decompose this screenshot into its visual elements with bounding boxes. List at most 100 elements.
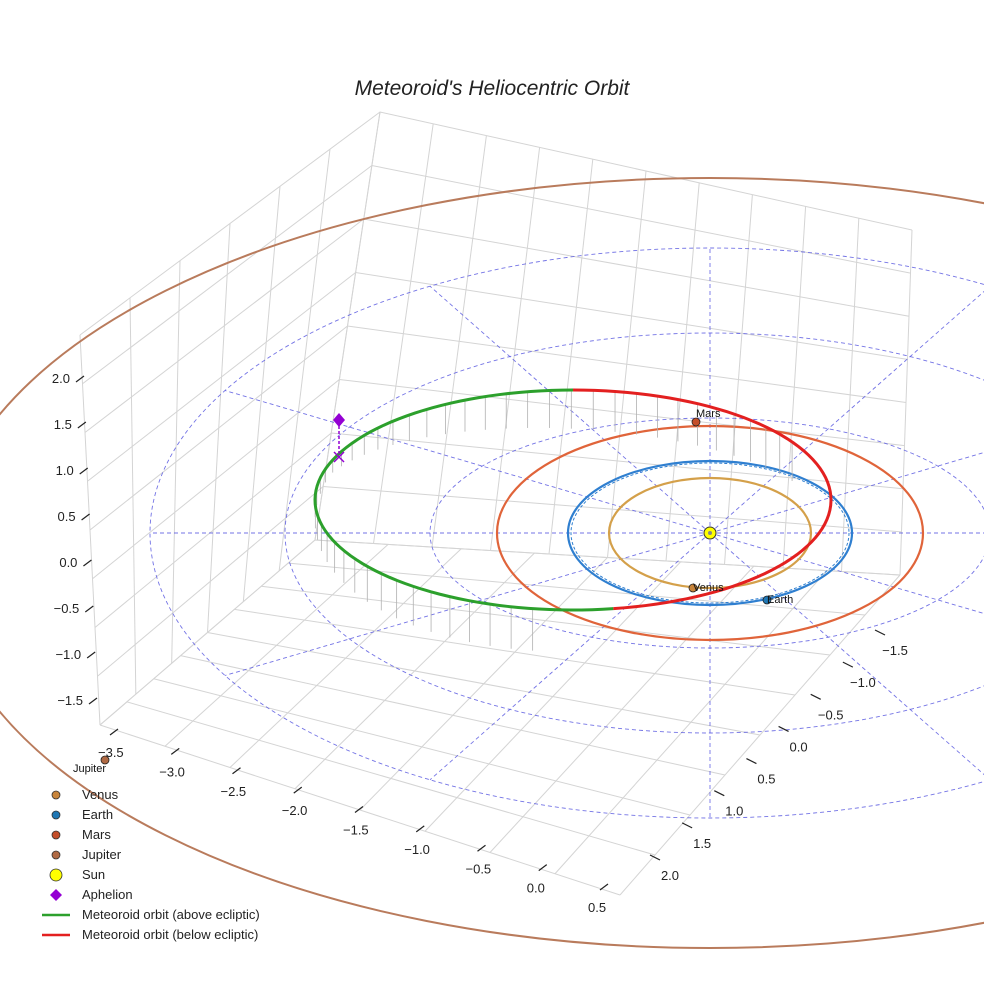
grid-line (79, 111, 913, 336)
grid-line (82, 164, 911, 385)
ecliptic-ring (149, 247, 984, 819)
grid-line (234, 608, 796, 696)
x-tick-label: 0.0 (527, 881, 545, 896)
mars-marker (691, 417, 701, 427)
x-tick (232, 767, 241, 775)
grid-line (207, 632, 761, 736)
planet-markers: Venus Earth Mars Jupiter (73, 408, 793, 775)
legend-label: Aphelion (82, 887, 133, 902)
x-tick-label: 0.5 (588, 900, 606, 915)
x-tick-label: −3.0 (159, 764, 185, 779)
legend-swatch (51, 830, 61, 840)
z-tick (84, 605, 94, 613)
jupiter-label: Jupiter (73, 763, 106, 775)
grid-line (180, 655, 726, 776)
legend-label: Earth (82, 807, 113, 822)
x-tick (354, 806, 364, 813)
legend-label: Sun (82, 867, 105, 882)
z-tick-label: 1.5 (54, 417, 72, 432)
meteoroid-orbit-above (313, 388, 614, 612)
grid-line (314, 539, 901, 576)
z-tick (77, 421, 87, 429)
jupiter-marker (100, 755, 110, 765)
z-tick-label: −0.5 (54, 601, 80, 616)
x-tick (170, 747, 180, 755)
x-tick (415, 825, 425, 833)
z-tick (86, 651, 96, 659)
z-tick (83, 559, 92, 567)
axes-grid (79, 111, 913, 896)
z-tick (79, 467, 89, 475)
y-tick-label: 1.0 (725, 804, 743, 819)
x-tick-label: −0.5 (466, 861, 492, 876)
y-tick (874, 629, 886, 636)
legend-label: Meteoroid orbit (above ecliptic) (82, 907, 260, 922)
legend-label: Jupiter (82, 847, 122, 862)
x-tick (538, 864, 548, 872)
meteoroid-drop-lines (314, 390, 793, 651)
x-tick-label: −3.5 (98, 745, 124, 760)
x-tick (477, 844, 486, 852)
x-tick (109, 728, 119, 736)
grid-line (97, 485, 902, 677)
y-tick-label: 0.0 (790, 739, 808, 754)
ecliptic-spoke (709, 532, 984, 614)
z-tick-label: 0.0 (59, 555, 77, 570)
aphelion-projection-marker (333, 451, 345, 463)
y-tick (681, 822, 693, 829)
y-tick (778, 725, 789, 732)
mars-orbit (495, 424, 925, 642)
y-tick (842, 661, 854, 668)
planet-orbits (0, 177, 984, 949)
z-tick-label: −1.0 (55, 647, 81, 662)
jupiter-orbit (0, 177, 984, 949)
grid-line (126, 701, 656, 856)
meteoroid-orbit-below (572, 388, 833, 611)
y-tick (810, 693, 821, 700)
grid-line (99, 724, 621, 896)
grid-line (84, 218, 910, 433)
legend-label: Meteoroid orbit (below ecliptic) (82, 927, 258, 942)
legend-swatch (51, 810, 61, 820)
grid-line (94, 432, 904, 628)
legend-swatch (49, 868, 63, 882)
meteoroid-orbit (313, 388, 833, 612)
y-tick (746, 758, 757, 765)
mars-label: Mars (696, 408, 721, 420)
aphelion-marker (333, 413, 345, 427)
ecliptic-reference-grid (149, 247, 984, 819)
z-tick-label: 0.5 (57, 509, 75, 524)
x-tick-label: −1.0 (404, 842, 430, 857)
y-tick-label: −0.5 (818, 707, 844, 722)
ecliptic-spoke (224, 532, 711, 676)
x-tick (599, 883, 609, 891)
y-tick-label: 0.5 (757, 772, 775, 787)
legend-label: Venus (82, 787, 119, 802)
y-tick-label: 1.5 (693, 836, 711, 851)
legend-swatch (50, 889, 62, 901)
grid-line (153, 678, 691, 816)
axis-ticks: −3.5 −3.0 −2.5 −2.0 −1.5 −1.0 −0.5 0.0 0.5 −1.5 −1… (52, 371, 908, 915)
legend: Venus Earth Mars Jupiter Sun Aphelion Meteoroi… (42, 787, 260, 942)
grid-line (261, 585, 831, 656)
ecliptic-spoke (709, 290, 984, 534)
z-tick-label: 1.0 (56, 463, 74, 478)
z-tick (81, 513, 90, 521)
x-tick (293, 786, 303, 794)
earth-label: Earth (767, 594, 793, 606)
y-tick (649, 854, 661, 861)
legend-label: Mars (82, 827, 111, 842)
x-tick-label: −1.5 (343, 823, 369, 838)
venus-marker (688, 583, 698, 593)
earth-orbit-dashed (570, 462, 850, 604)
ecliptic-spoke (429, 285, 711, 534)
x-tick-label: −2.0 (282, 803, 308, 818)
venus-label: Venus (693, 582, 724, 594)
y-tick (714, 790, 725, 797)
y-tick-label: 2.0 (661, 868, 679, 883)
sun-center (708, 531, 712, 535)
legend-swatch (51, 850, 61, 860)
earth-orbit (566, 459, 854, 607)
grid-line (87, 271, 908, 482)
